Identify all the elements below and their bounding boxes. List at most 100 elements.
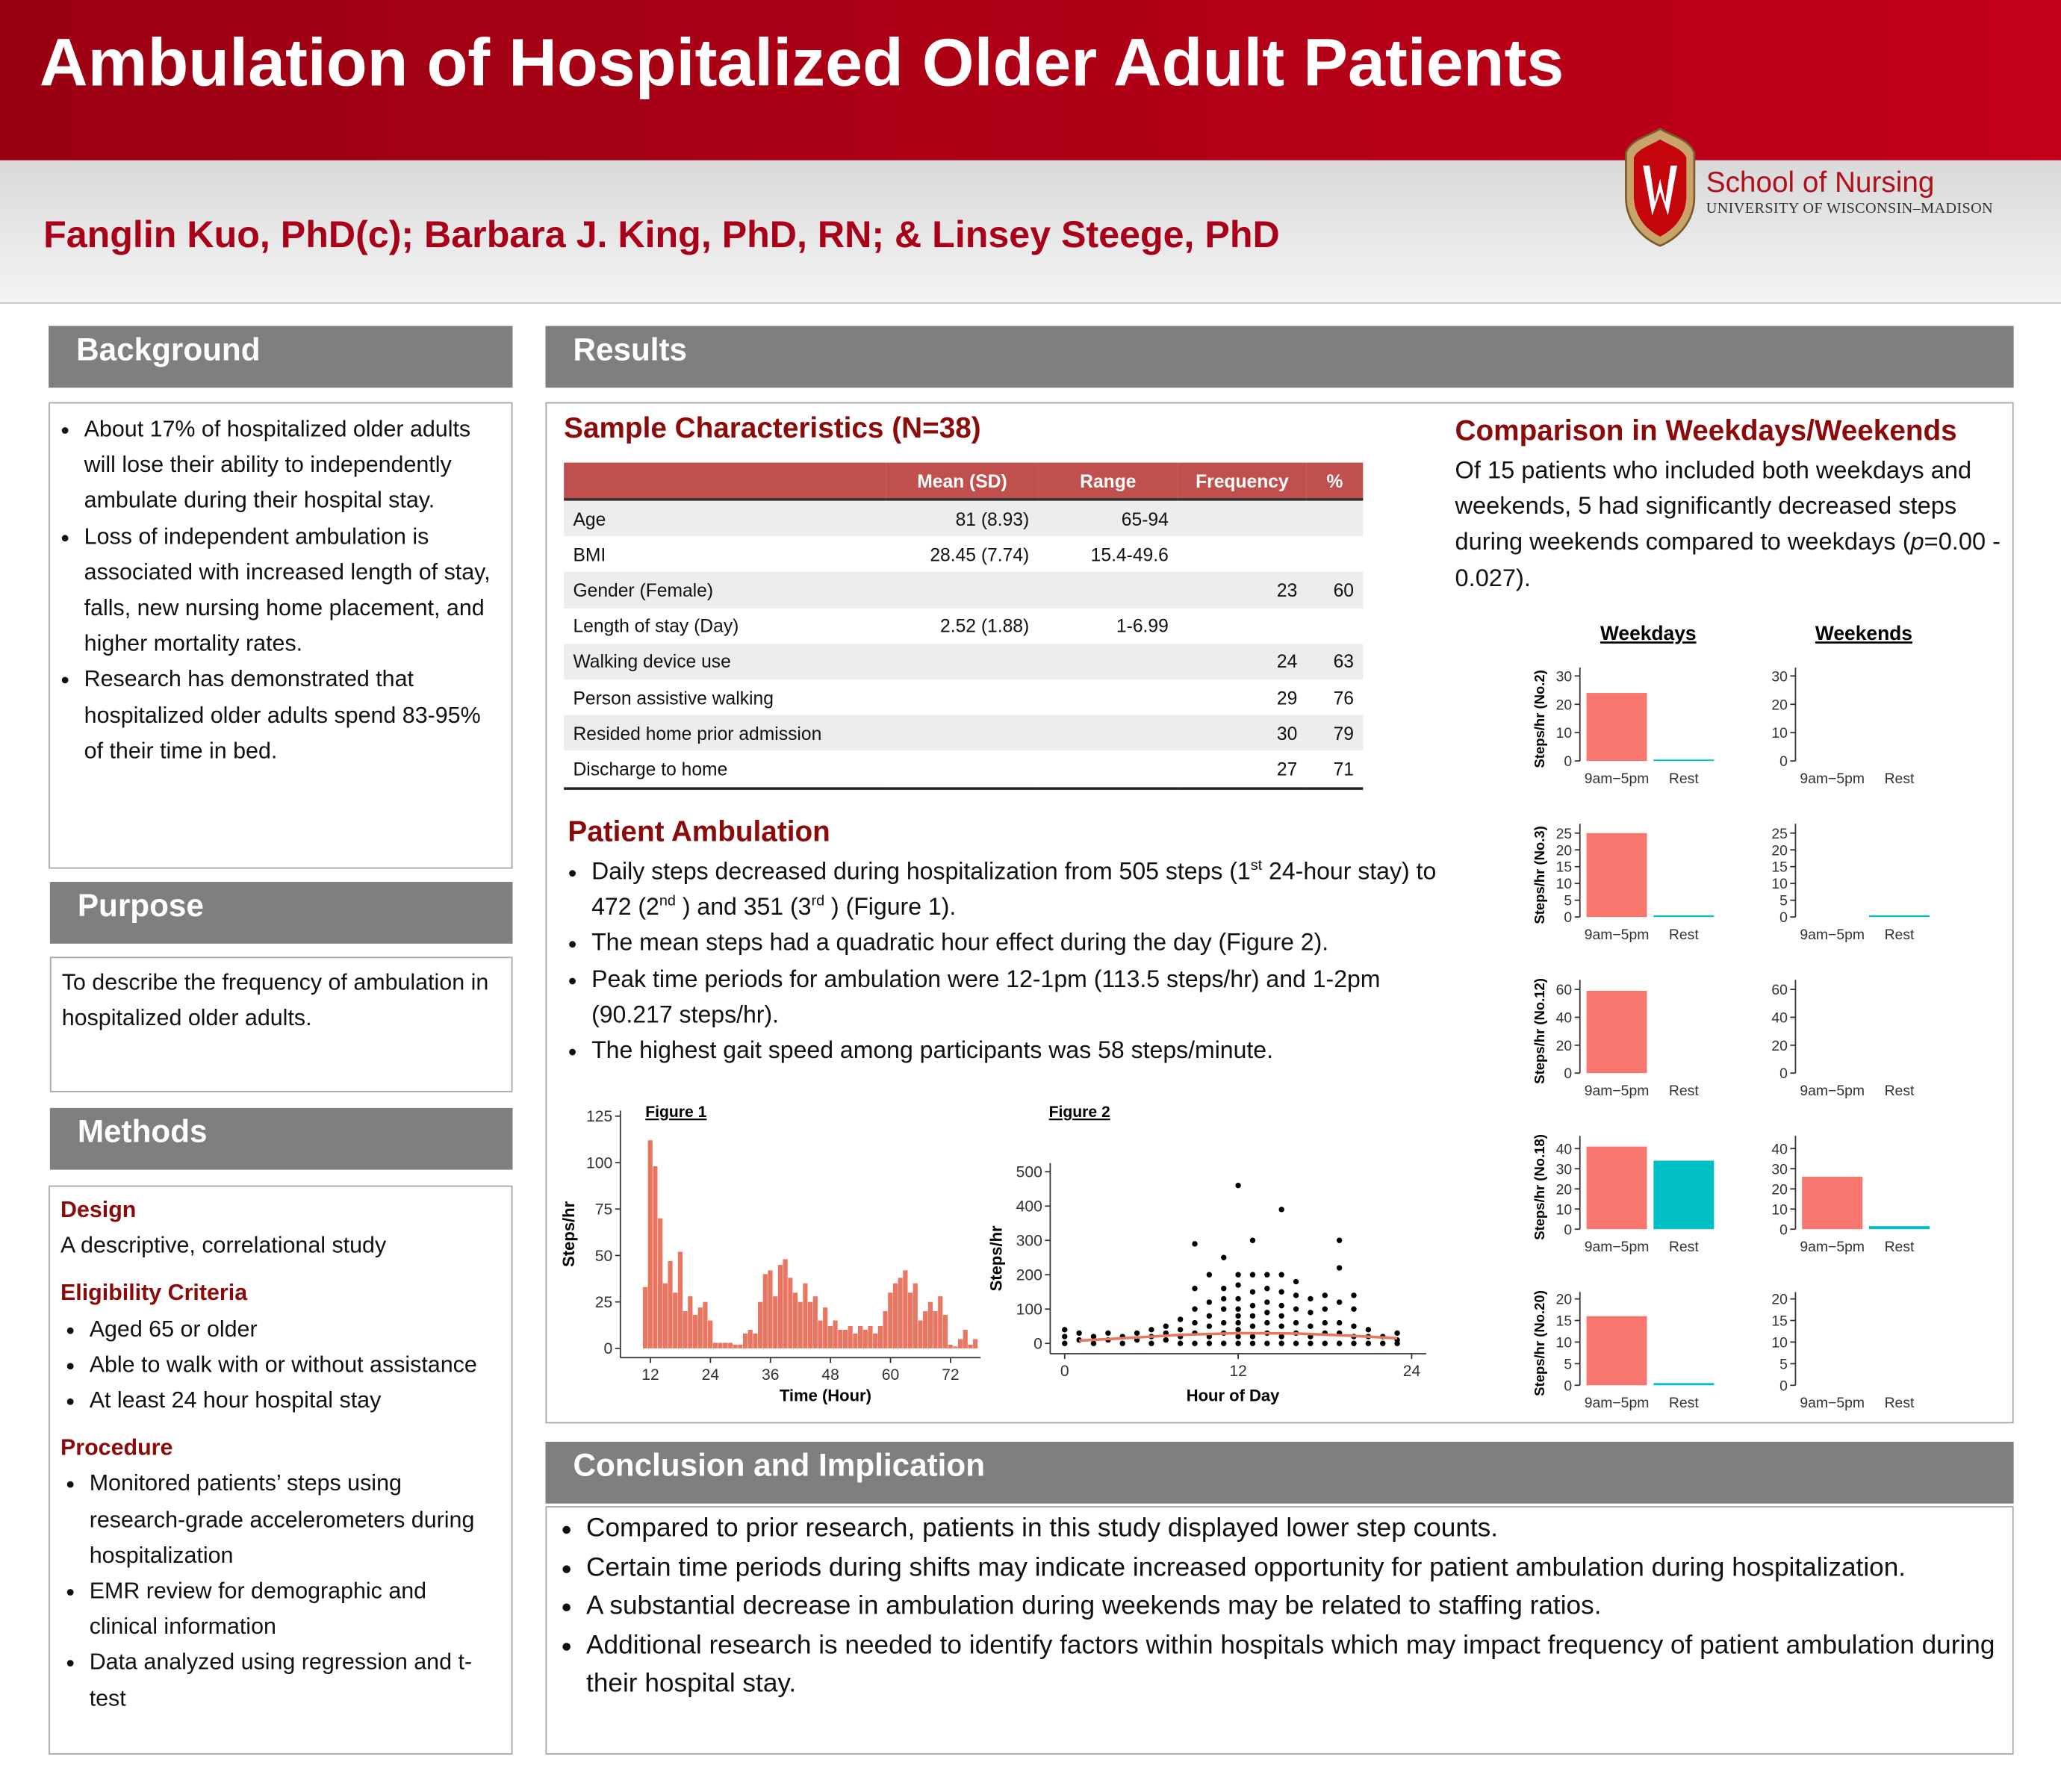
point	[1380, 1340, 1386, 1346]
y-tick-label: 200	[1016, 1267, 1042, 1284]
bullet-list: Compared to prior research, patients in …	[562, 1510, 1996, 1704]
table-row: Person assistive walking 29 76	[564, 679, 1363, 715]
point	[1322, 1319, 1328, 1326]
point	[1221, 1319, 1227, 1326]
y-tick-label: 5	[1564, 1356, 1572, 1372]
bar	[1586, 990, 1647, 1074]
x-tick-label: Rest	[1669, 1395, 1699, 1411]
point	[1249, 1313, 1256, 1319]
bullet: About 17% of hospitalized older adults w…	[84, 411, 501, 519]
point	[1221, 1306, 1227, 1312]
bar	[923, 1311, 928, 1348]
background-box: About 17% of hospitalized older adults w…	[49, 402, 513, 869]
y-tick-label: 30	[1771, 668, 1788, 685]
section-heading: Results	[545, 326, 2014, 388]
x-tick-label: 0	[1060, 1363, 1069, 1380]
bar	[803, 1283, 808, 1348]
bar	[653, 1166, 658, 1348]
point	[1278, 1289, 1284, 1295]
table-cell: Length of stay (Day)	[573, 615, 739, 637]
y-tick-label: 0	[1564, 1222, 1572, 1238]
y-tick-label: 0	[1033, 1336, 1042, 1353]
bar	[907, 1292, 913, 1348]
point	[1134, 1330, 1140, 1337]
point	[1308, 1295, 1314, 1302]
point	[1249, 1334, 1256, 1340]
y-tick-label: 400	[1016, 1198, 1042, 1216]
table-cell: 79	[1306, 715, 1364, 751]
y-tick-label: 15	[1556, 1313, 1573, 1330]
table-cell	[886, 715, 1039, 751]
point	[1076, 1330, 1082, 1337]
point	[1163, 1337, 1169, 1343]
point	[1235, 1182, 1241, 1189]
crest	[1625, 127, 1696, 247]
y-tick-label: 500	[1016, 1164, 1042, 1181]
bar	[1653, 915, 1715, 918]
point	[1235, 1313, 1241, 1319]
table-row: Walking device use 24 63	[564, 644, 1364, 679]
y-tick-label: 20	[1771, 1292, 1788, 1308]
point	[1062, 1327, 1068, 1333]
table-row: BMI 28.45 (7.74) 15.4-49.6	[564, 536, 1363, 572]
point	[1249, 1272, 1256, 1278]
bar	[712, 1343, 718, 1348]
point	[1249, 1323, 1256, 1329]
design-text: A descriptive, correlational study	[60, 1231, 387, 1258]
table-title: Sample Characteristics (N=38)	[564, 411, 981, 444]
bar	[942, 1315, 948, 1348]
column-heading: Weekends	[1815, 622, 1912, 644]
y-axis-label: Steps/hr (No.2)	[1532, 670, 1547, 768]
point	[1119, 1340, 1125, 1346]
point	[1062, 1340, 1068, 1346]
point	[1264, 1340, 1270, 1346]
point	[1365, 1340, 1372, 1346]
figure-title: Figure 2	[1049, 1104, 1110, 1121]
bar	[918, 1320, 923, 1348]
table-cell	[1038, 715, 1178, 751]
y-tick-label: 50	[595, 1248, 612, 1265]
bar	[888, 1292, 893, 1348]
point	[1206, 1272, 1213, 1278]
bar	[727, 1343, 733, 1348]
y-tick-label: 20	[1771, 842, 1788, 859]
point	[1235, 1306, 1241, 1312]
bar	[762, 1274, 768, 1348]
table-cell	[1038, 572, 1178, 609]
text-segment: ) and 351 (3	[675, 894, 812, 921]
table-cell: 2.52 (1.88)	[940, 615, 1030, 637]
bar	[953, 1346, 958, 1348]
table-cell: 60	[1306, 572, 1364, 609]
table-cell: 81 (8.93)	[886, 499, 1039, 537]
point	[1278, 1313, 1284, 1319]
ambulation-text: Daily steps decreased during hospitaliza…	[568, 854, 1442, 1068]
text-segment: Daily steps decreased during hospitaliza…	[591, 858, 1251, 885]
y-tick-label: 10	[1556, 1334, 1573, 1351]
x-tick-label: 72	[942, 1366, 959, 1384]
bar	[647, 1140, 653, 1348]
point	[1235, 1319, 1241, 1326]
bar	[1869, 915, 1930, 918]
x-tick-label: 9am−5pm	[1800, 771, 1865, 787]
figure-title: Figure 1	[645, 1104, 706, 1121]
bar	[883, 1311, 888, 1348]
title-band: Ambulation of Hospitalized Older Adult P…	[0, 0, 2061, 161]
point	[1278, 1302, 1284, 1309]
subheading: Eligibility Criteria	[60, 1279, 248, 1306]
header-cell: Frequency	[1178, 462, 1307, 501]
bullet: Data analyzed using regression and t-tes…	[90, 1645, 501, 1717]
point	[1394, 1330, 1400, 1337]
y-axis-label: Steps/hr	[986, 1225, 1005, 1291]
table-row: Discharge to home 27 71	[564, 751, 1363, 788]
point	[1163, 1323, 1169, 1329]
point	[1148, 1327, 1154, 1333]
bullet-list: Aged 65 or olderAble to walk with or wit…	[60, 1311, 501, 1419]
purpose-text: To describe the frequency of ambulation …	[61, 968, 489, 1031]
logo-subtitle: UNIVERSITY OF WISCONSIN–MADISON	[1706, 201, 1994, 217]
bar	[913, 1283, 918, 1348]
y-tick-label: 20	[1556, 697, 1573, 713]
purpose-box: To describe the frequency of ambulation …	[49, 956, 513, 1092]
table-cell: 65-94	[1038, 499, 1178, 537]
bar	[747, 1329, 753, 1348]
